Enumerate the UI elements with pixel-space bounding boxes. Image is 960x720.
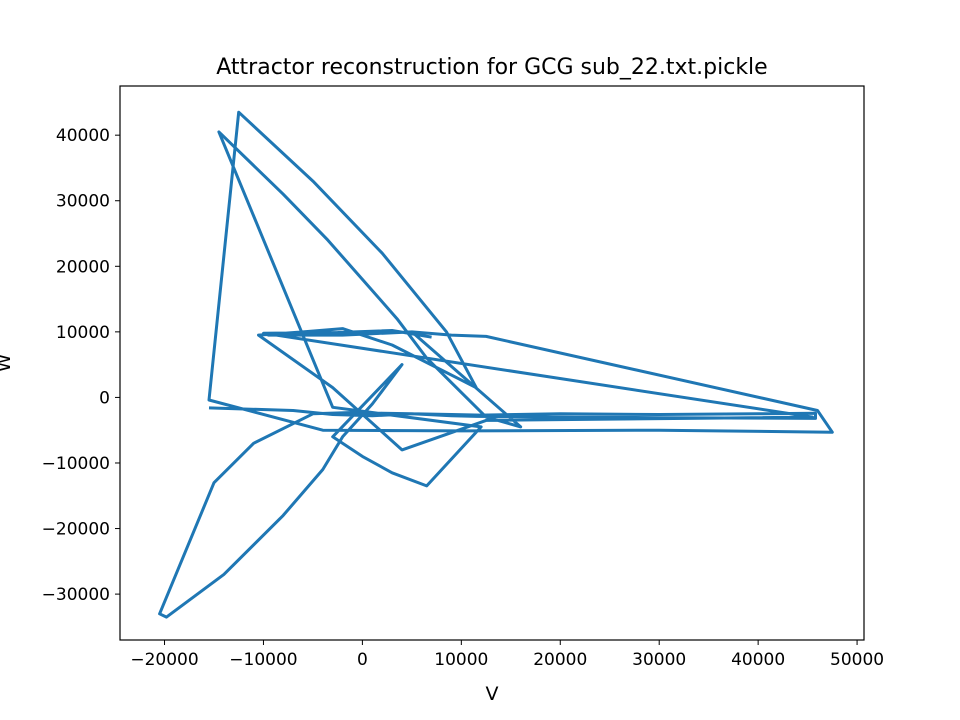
y-tick-label: 30000: [56, 192, 110, 212]
y-tick-label: 20000: [56, 257, 110, 277]
y-tick-label: 10000: [56, 323, 110, 343]
x-tick-label: 40000: [731, 650, 785, 670]
y-tick-label: −30000: [42, 585, 110, 605]
x-tick-label: 50000: [830, 650, 884, 670]
y-tick-label: 40000: [56, 126, 110, 146]
x-axis-label: V: [486, 683, 499, 705]
y-tick-label: −10000: [42, 454, 110, 474]
x-tick-label: 10000: [434, 650, 488, 670]
y-tick-label: −20000: [42, 520, 110, 540]
x-tick-label: −20000: [130, 650, 198, 670]
series-line-0: [158, 110, 834, 619]
plot-area: [158, 110, 834, 619]
chart-title: Attractor reconstruction for GCG sub_22.…: [216, 55, 767, 80]
x-tick-label: 20000: [533, 650, 587, 670]
axes-frame: [119, 85, 865, 641]
x-tick-label: 0: [357, 650, 368, 670]
x-tick-label: 30000: [632, 650, 686, 670]
x-tick-label: −10000: [229, 650, 297, 670]
y-tick-label: 0: [99, 388, 110, 408]
y-axis-label: W: [0, 353, 15, 372]
y-axis-ticks: −30000 −20000 −10000 0 10000 20000 30000 40000: [42, 126, 120, 605]
x-axis-ticks: −20000 −10000 0 10000 20000 30000 40000 50000: [130, 640, 884, 670]
